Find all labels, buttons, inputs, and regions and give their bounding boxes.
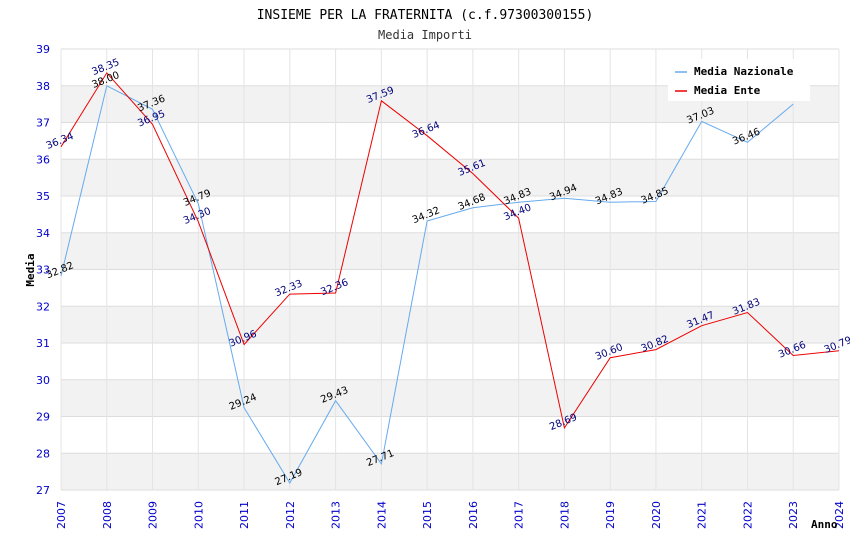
x-tick-label: 2009 [147, 501, 160, 529]
x-tick-label: 2010 [192, 501, 205, 529]
x-tick-label: 2018 [558, 501, 571, 529]
y-tick-label: 30 [36, 374, 50, 387]
y-tick-label: 36 [36, 153, 50, 166]
y-tick-label: 31 [36, 337, 50, 350]
x-tick-label: 2020 [650, 501, 663, 529]
band [61, 269, 839, 307]
legend: Media Nazionale Media Ente [668, 59, 810, 101]
x-tick-label: 2011 [238, 501, 251, 529]
legend-label-media-ente: Media Ente [694, 84, 761, 97]
x-tick-label: 2024 [833, 501, 846, 529]
band [61, 453, 839, 490]
y-tick-label: 33 [36, 264, 50, 277]
legend-box [668, 59, 810, 101]
band [61, 343, 839, 380]
x-tick-labels: 2007 2008 2009 2010 2011 2012 2013 2014 2015 2016… [55, 501, 846, 529]
y-axis-label: Media [24, 253, 37, 286]
plot-background [61, 49, 839, 490]
y-tick-label: 34 [36, 227, 50, 240]
series-lines [60, 72, 840, 484]
grid-lines [60, 48, 840, 491]
y-tick-label: 39 [36, 43, 50, 56]
y-tick-label: 27 [36, 484, 50, 497]
x-tick-label: 2013 [330, 501, 343, 529]
band [61, 122, 839, 160]
x-tick-label: 2023 [787, 501, 800, 529]
x-tick-label: 2012 [284, 501, 297, 529]
x-tick-label: 2022 [741, 501, 754, 529]
y-tick-label: 29 [36, 411, 50, 424]
band [61, 159, 839, 196]
band [61, 306, 839, 343]
y-tick-labels: 27 28 29 30 31 32 33 34 35 36 37 38 39 [36, 43, 50, 497]
x-axis-label: Anno [811, 518, 838, 531]
x-tick-label: 2016 [467, 501, 480, 529]
x-tick-label: 2019 [604, 501, 617, 529]
x-tick-label: 2014 [375, 501, 388, 529]
x-tick-label: 2007 [55, 501, 68, 529]
x-tick-label: 2017 [513, 501, 526, 529]
y-tick-label: 32 [36, 300, 50, 313]
y-tick-label: 28 [36, 447, 50, 460]
y-tick-label: 38 [36, 80, 50, 93]
legend-label-media-nazionale: Media Nazionale [694, 65, 794, 78]
series-line-media-ente [60, 72, 840, 430]
band [61, 232, 839, 270]
y-tick-label: 35 [36, 190, 50, 203]
band [61, 379, 839, 417]
y-tick-label: 37 [36, 117, 50, 130]
chart-title: INSIEME PER LA FRATERNITA (c.f.973003001… [257, 8, 594, 23]
band [61, 416, 839, 454]
x-tick-label: 2021 [696, 501, 709, 529]
series-line-media-nazionale [60, 85, 794, 484]
chart-subtitle: Media Importi [378, 28, 472, 42]
x-tick-label: 2015 [421, 501, 434, 529]
x-tick-label: 2008 [101, 501, 114, 529]
